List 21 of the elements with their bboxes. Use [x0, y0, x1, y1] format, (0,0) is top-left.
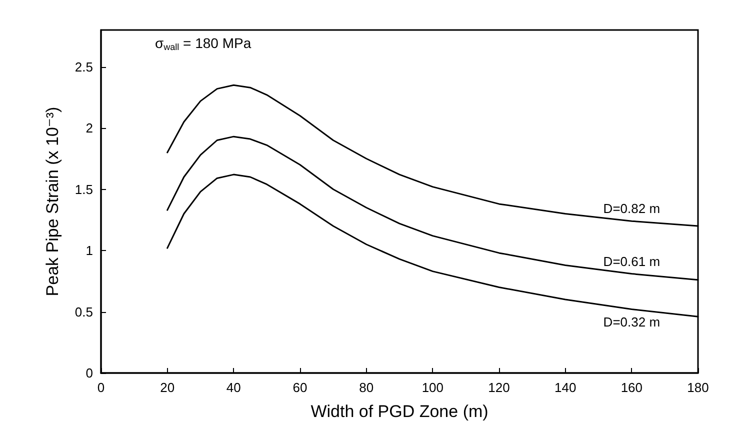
series-label: D=0.61 m	[603, 254, 660, 269]
x-tick-label: 40	[226, 380, 241, 395]
y-tick-label: 0	[86, 366, 93, 380]
x-tick-label: 140	[554, 380, 576, 395]
x-tick-label: 160	[620, 380, 643, 395]
series-label: D=0.32 m	[603, 314, 660, 330]
x-tick-label: 80	[359, 380, 374, 395]
x-tick-label: 20	[160, 380, 175, 395]
y-tick-label: 0.5	[74, 304, 93, 320]
series-label: D=0.82 m	[603, 201, 660, 216]
y-axis-title: Peak Pipe Strain (x 10⁻³)	[43, 106, 62, 296]
y-tick-label: 2.5	[74, 59, 93, 74]
y-tick-label: 1	[86, 243, 93, 258]
x-tick-label: 180	[687, 380, 709, 395]
y-tick-label: 1.5	[74, 182, 93, 197]
x-tick-label: 60	[292, 380, 308, 395]
x-axis-title: Width of PGD Zone (m)	[310, 402, 488, 421]
y-tick-label: 2	[86, 120, 93, 136]
x-tick-label: 120	[488, 380, 510, 395]
x-tick-label: 0	[97, 380, 105, 395]
x-tick-label: 100	[422, 380, 444, 395]
